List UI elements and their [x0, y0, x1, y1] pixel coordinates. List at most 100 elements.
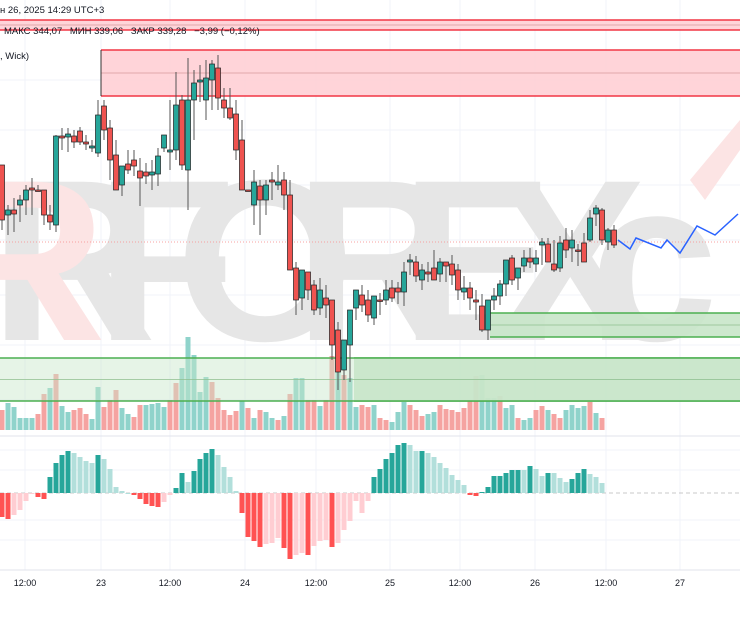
candle-down	[551, 263, 557, 271]
volume-bar	[83, 414, 89, 430]
ohlc-high: МАКС 344,07	[4, 26, 63, 37]
oscillator-bar	[551, 473, 557, 493]
volume-bar	[497, 396, 503, 430]
candle-up	[185, 99, 191, 171]
oscillator-bar	[359, 493, 365, 513]
volume-bar	[527, 418, 533, 430]
oscillator-bar	[353, 493, 359, 501]
oscillator-bar	[149, 493, 155, 506]
volume-bar	[53, 374, 59, 430]
oscillator-bar	[587, 474, 593, 493]
volume-bar	[269, 418, 275, 430]
candle-up	[587, 217, 593, 241]
volume-bar	[221, 410, 227, 430]
oscillator-bar	[293, 493, 299, 555]
candle-down	[41, 189, 47, 216]
candle-up	[167, 149, 173, 153]
volume-bar	[599, 418, 605, 430]
volume-bar	[557, 418, 563, 430]
volume-bar	[329, 356, 335, 430]
oscillator-bar	[227, 477, 233, 493]
candle-down	[143, 171, 149, 177]
oscillator-bar	[41, 493, 47, 499]
time-axis-label: 26	[529, 578, 541, 588]
volume-bar	[227, 415, 233, 430]
candle-down	[269, 179, 275, 183]
candle-down	[599, 209, 605, 241]
candle-down	[581, 242, 587, 263]
time-axis-label: 27	[674, 578, 686, 588]
candle-down	[377, 299, 383, 302]
volume-bar	[395, 412, 401, 430]
candle-up	[407, 259, 413, 263]
oscillator-bar	[245, 493, 251, 537]
candle-down	[305, 271, 311, 291]
volume-bar	[101, 407, 107, 430]
oscillator-bar	[305, 493, 311, 555]
oscillator-bar	[323, 493, 329, 540]
candle-down	[563, 239, 569, 251]
oscillator-bar	[497, 476, 503, 493]
volume-bar	[413, 410, 419, 430]
oscillator-bar	[461, 485, 467, 493]
oscillator-bar	[299, 493, 305, 553]
candle-up	[353, 289, 359, 309]
candle-up	[533, 257, 539, 265]
oscillator-bar	[119, 491, 125, 493]
volume-bar	[191, 355, 197, 430]
volume-bar	[71, 410, 77, 430]
oscillator-bar	[113, 487, 119, 493]
oscillator-bar	[5, 493, 11, 519]
candle-up	[341, 339, 347, 371]
candle-down	[311, 284, 317, 311]
volume-bar	[95, 387, 101, 430]
time-axis-label: 24	[239, 578, 251, 588]
candle-up	[275, 181, 281, 186]
oscillator-bar	[599, 483, 605, 493]
oscillator-bar	[395, 445, 401, 493]
candle-down	[389, 287, 395, 299]
candle-down	[527, 257, 533, 263]
candle-up	[593, 207, 599, 215]
oscillator-bar	[593, 477, 599, 493]
oscillator-bar	[11, 493, 17, 515]
candle-down	[281, 179, 287, 196]
oscillator-bar	[29, 493, 35, 494]
candle-down	[443, 261, 449, 267]
candle-up	[119, 165, 125, 186]
volume-bar	[23, 418, 29, 430]
oscillator-bar	[407, 445, 413, 493]
volume-bar	[155, 403, 161, 430]
volume-bar	[161, 407, 167, 430]
volume-bar	[509, 405, 515, 430]
candle-down	[545, 243, 551, 263]
oscillator-bar	[167, 493, 173, 495]
candle-down	[413, 261, 419, 277]
watermark-text: RFOREX.c	[0, 132, 712, 389]
candle-up	[251, 181, 257, 206]
oscillator-bar	[509, 470, 515, 493]
oscillator-bar	[77, 457, 83, 493]
candle-down	[0, 164, 5, 221]
oscillator-bar	[269, 493, 275, 543]
volume-bar	[551, 414, 557, 430]
oscillator-bar	[437, 463, 443, 493]
oscillator-bar	[215, 455, 221, 493]
volume-bar	[47, 388, 53, 430]
candle-down	[11, 209, 17, 215]
indicator-label[interactable]: , Wick)	[0, 51, 30, 62]
candle-down	[611, 229, 617, 246]
candle-up	[347, 309, 353, 346]
oscillator-bar	[503, 473, 509, 493]
time-axis-label: 12:00	[594, 578, 618, 588]
candle-up	[161, 134, 167, 149]
oscillator-bar	[155, 493, 161, 507]
oscillator-bar	[515, 470, 521, 493]
ohlc-legend: МАКС 344,07 МИН 339,06 ЗАКР 339,28 −3,99…	[4, 26, 265, 37]
candle-up	[371, 295, 377, 319]
oscillator-bar	[17, 493, 23, 510]
volume-bar	[323, 400, 329, 430]
oscillator-bar	[197, 459, 203, 493]
volume-bar	[437, 405, 443, 430]
